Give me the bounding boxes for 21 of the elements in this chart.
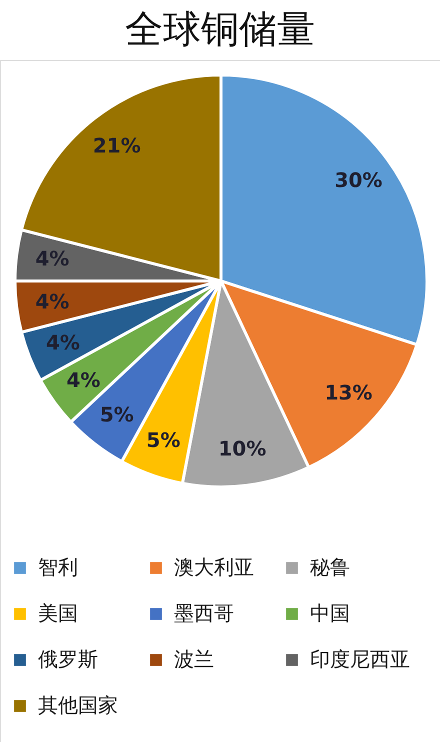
legend-label: 智利: [38, 555, 78, 579]
legend-label: 中国: [310, 601, 350, 625]
data-label: 30%: [334, 168, 382, 192]
legend-label: 墨西哥: [174, 601, 234, 625]
data-label: 4%: [35, 289, 70, 314]
data-label: 10%: [218, 436, 266, 461]
legend-label: 波兰: [174, 647, 214, 671]
data-label: 5%: [100, 402, 134, 426]
data-label: 21%: [92, 134, 141, 158]
legend-label: 印度尼西亚: [310, 647, 410, 671]
legend-label: 其他国家: [38, 693, 118, 717]
data-label: 4%: [46, 330, 80, 355]
data-label: 4%: [66, 368, 100, 392]
chart-title: 全球铜储量: [125, 7, 315, 51]
data-label: 5%: [146, 428, 180, 452]
legend-label: 俄罗斯: [38, 647, 98, 671]
data-label: 13%: [324, 380, 372, 404]
legend-label: 秘鲁: [310, 555, 350, 579]
data-label: 4%: [35, 246, 70, 271]
legend-label: 澳大利亚: [174, 555, 254, 579]
legend-label: 美国: [38, 601, 78, 625]
